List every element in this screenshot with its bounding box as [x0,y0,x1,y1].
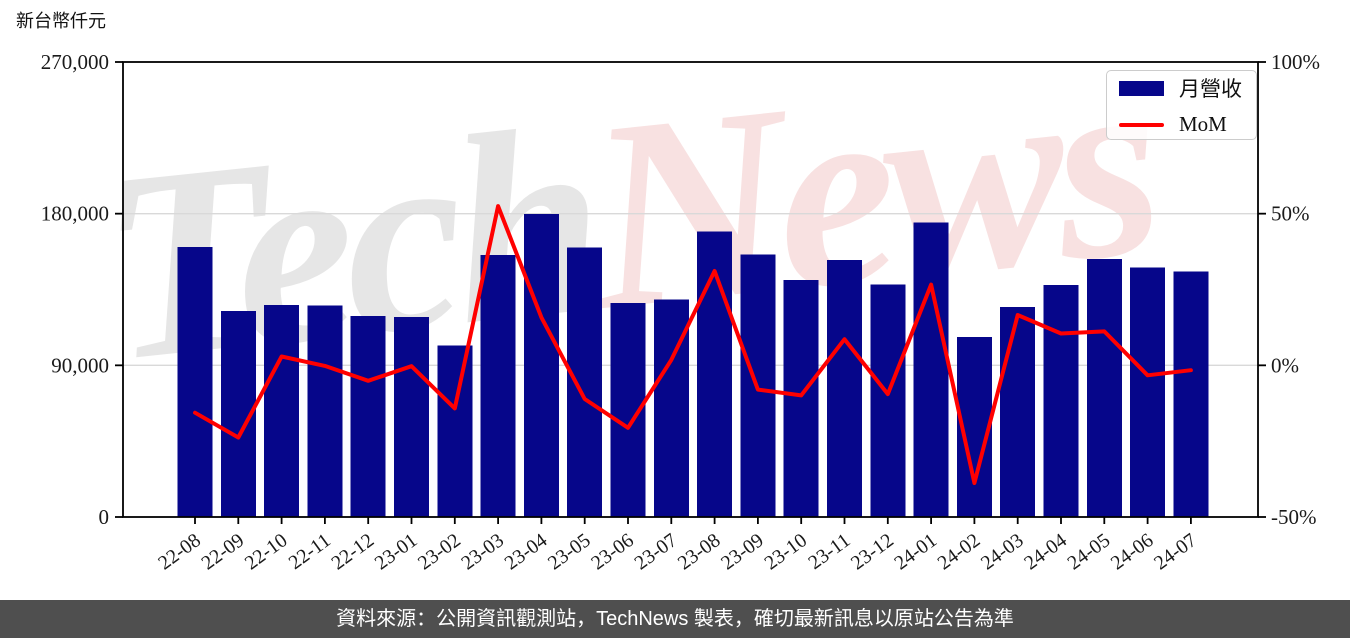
revenue-bar [307,305,343,517]
revenue-bar [523,213,559,518]
x-axis-month-label: 23-11 [804,529,854,574]
x-axis-month-label: 24-05 [1064,529,1115,574]
x-axis-month-label: 24-01 [890,529,941,574]
right-axis-labels: -50% 0% 50% 100% [1258,50,1320,529]
mom-line [193,204,1193,485]
revenue-bar [783,280,819,517]
revenue-bar [870,284,906,517]
revenue-bar [913,222,949,517]
revenue-bar [1130,267,1166,517]
revenue-bar [1173,271,1209,517]
legend-mom-label: MoM [1179,112,1227,136]
x-axis-month-label: 23-04 [501,529,552,574]
revenue-bar-swatch [1119,80,1164,96]
right-axis-tick-label: 50% [1271,202,1310,226]
x-axis-month-label: 22-08 [154,529,205,574]
x-axis-month-label: 23-07 [631,529,682,574]
x-axis-month-label: 22-10 [241,529,292,574]
legend-row-revenue: 月營收 [1119,73,1246,103]
x-axis-month-label: 23-05 [544,529,595,574]
source-footer: 資料來源：公開資訊觀測站，TechNews 製表，確切最新訊息以原站公告為準 [0,600,1350,638]
x-axis-month-label: 22-12 [327,529,378,574]
x-axis-month-label: 24-04 [1020,529,1071,574]
left-axis-tick-label: 180,000 [41,202,109,226]
revenue-bar [480,255,516,517]
x-axis-month-label: 23-01 [371,529,422,574]
revenue-bar [177,246,213,517]
y-axis-unit-label: 新台幣仟元 [16,11,106,31]
left-axis-tick-label: 90,000 [51,353,109,377]
x-axis-month-label: 22-11 [285,529,335,574]
chart-legend: 月營收 MoM [1106,70,1257,140]
mom-line-swatch [1119,122,1164,127]
x-axis-month-label: 24-03 [977,529,1028,574]
revenue-bar [437,345,473,517]
legend-row-mom: MoM [1119,112,1246,137]
x-axis-month-label: 23-08 [674,529,725,574]
x-axis-month-label: 23-10 [760,529,811,574]
monthly-revenue-mom-chart: 090,000180,000270,000-50%0%50%100%22-082… [41,50,1320,574]
revenue-bar [1000,307,1036,517]
x-axis-month-label: 23-03 [457,529,508,574]
x-axis-month-label: 24-07 [1150,529,1201,574]
x-axis-month-label: 24-06 [1107,529,1158,574]
right-axis-tick-label: 0% [1271,353,1299,377]
left-axis-tick-label: 0 [99,505,110,529]
legend-revenue-label: 月營收 [1179,77,1242,101]
revenue-bar [350,316,386,517]
source-footer-text: 資料來源：公開資訊觀測站，TechNews 製表，確切最新訊息以原站公告為準 [336,608,1014,630]
revenue-bar [567,247,603,517]
right-axis-tick-label: 100% [1271,50,1320,74]
right-axis-tick-label: -50% [1271,505,1317,529]
revenue-bar [1086,259,1122,517]
plot-frame [122,61,1259,518]
x-axis-month-label: 23-12 [847,529,898,574]
left-axis-tick-label: 270,000 [41,50,109,74]
left-axis-labels: 0 90,000 180,000 270,000 [41,50,123,529]
revenue-bar [394,316,429,517]
x-axis-month-label: 23-09 [717,529,768,574]
x-axis-month-label: 24-02 [934,529,985,574]
x-axis-month-label: 23-06 [587,529,638,574]
x-axis-month-label: 23-02 [414,529,465,574]
revenue-bars [177,213,1209,518]
revenue-bar [827,259,862,517]
x-axis-month-label: 22-09 [198,529,249,574]
x-axis-labels: 22-0822-0922-1022-1122-1223-0123-0223-03… [154,517,1201,574]
revenue-bar [697,231,733,517]
revenue-bar [264,305,300,517]
revenue-bar [1043,284,1079,517]
